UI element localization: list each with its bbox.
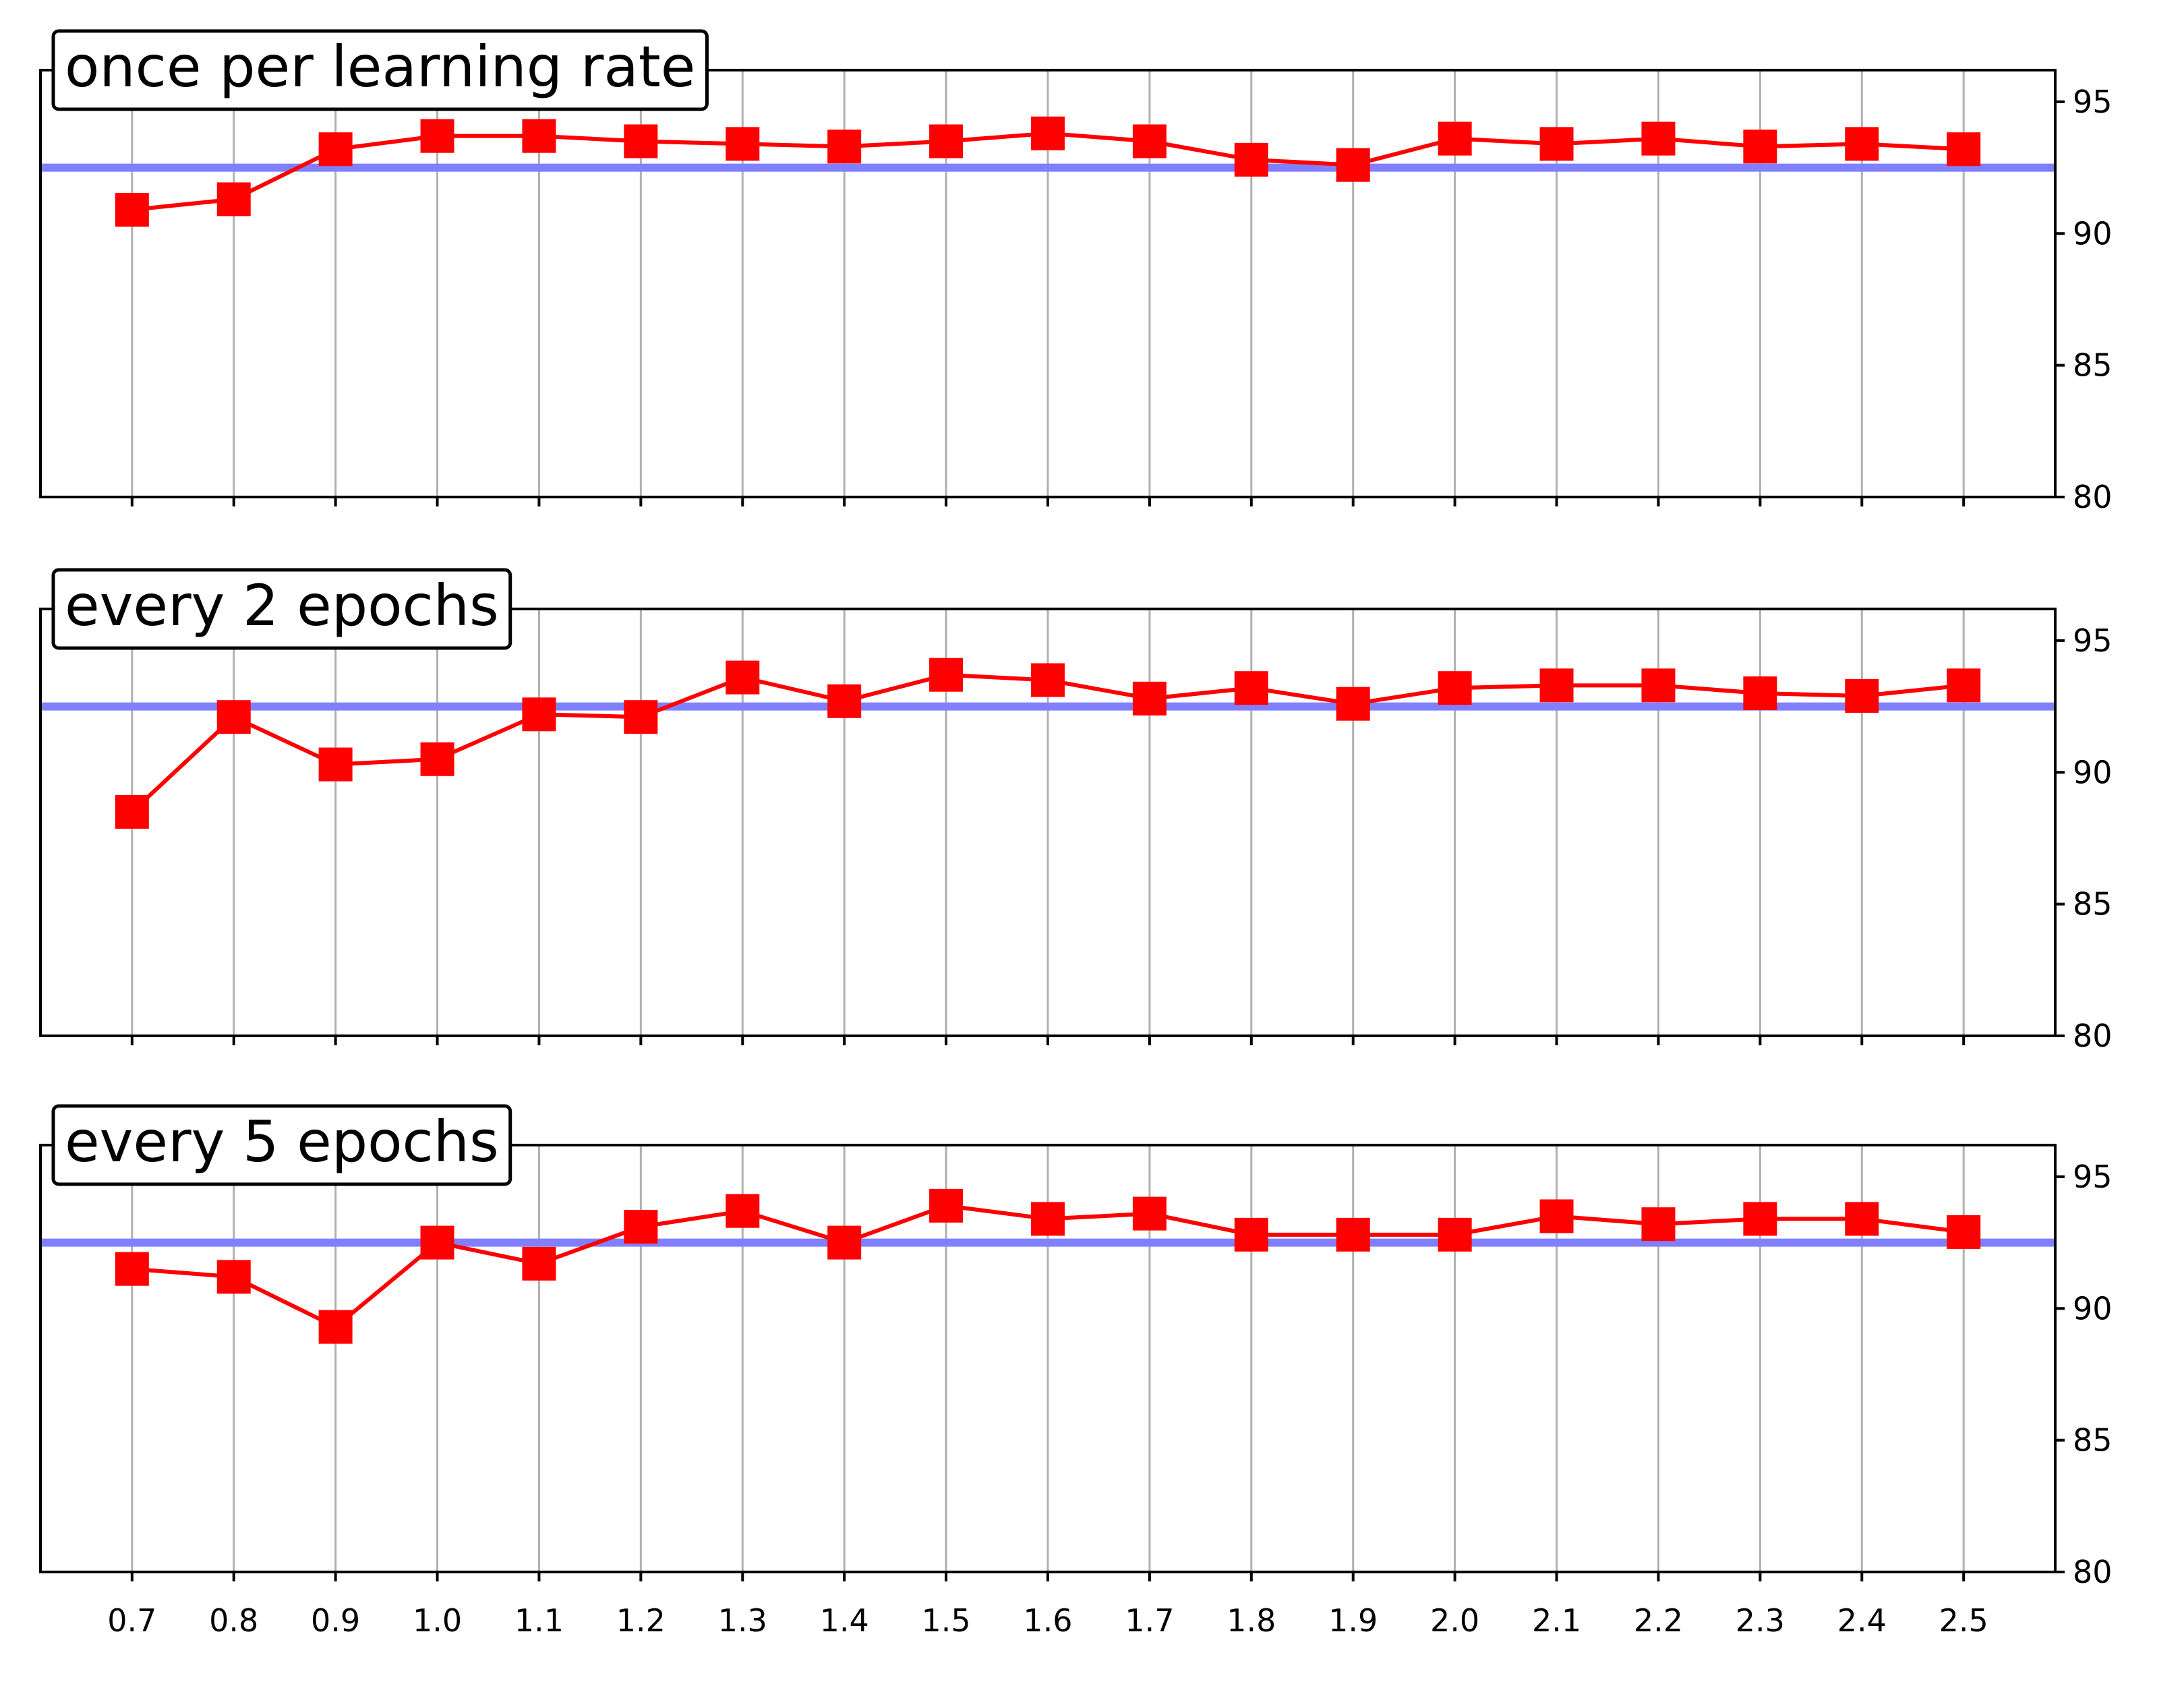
marker (624, 124, 658, 158)
x-tick-label: 2.4 (1837, 1602, 1887, 1639)
marker (929, 124, 964, 158)
y-tick-label: 85 (2073, 347, 2113, 384)
marker (827, 1225, 862, 1260)
marker (1336, 687, 1370, 721)
y-tick-label: 95 (2073, 1159, 2113, 1195)
marker (1743, 676, 1777, 711)
marker (726, 660, 760, 695)
marker (1845, 127, 1879, 161)
marker (1438, 121, 1472, 156)
marker (1438, 671, 1472, 705)
marker (1132, 124, 1167, 158)
x-tick-label: 1.5 (922, 1602, 971, 1639)
panel-label: every 5 epochs (51, 1104, 512, 1186)
x-tick-label: 2.0 (1430, 1602, 1479, 1639)
marker (420, 742, 454, 776)
x-tick-label: 1.4 (820, 1602, 869, 1639)
marker (929, 1188, 964, 1223)
x-tick-label: 0.8 (209, 1602, 258, 1639)
marker (1234, 671, 1268, 705)
y-tick-label: 90 (2073, 754, 2113, 790)
marker (726, 127, 760, 161)
marker (1031, 663, 1065, 697)
marker (1539, 127, 1574, 161)
marker (1234, 1217, 1268, 1252)
x-tick-label: 2.1 (1532, 1602, 1581, 1639)
x-tick-label: 2.2 (1634, 1602, 1683, 1639)
label-box (51, 29, 709, 111)
x-tick-label: 1.6 (1023, 1602, 1072, 1639)
x-tick-label: 1.0 (413, 1602, 462, 1639)
x-tick-label: 0.9 (311, 1602, 360, 1639)
panel-title: once per learning rate (65, 34, 695, 100)
x-tick-label: 0.7 (107, 1602, 156, 1639)
panel-label: every 2 epochs (51, 568, 512, 650)
marker (1947, 132, 1981, 167)
y-tick-label: 80 (2073, 479, 2113, 515)
marker (1539, 1199, 1574, 1233)
y-tick-label: 85 (2073, 1422, 2113, 1459)
marker (1132, 681, 1167, 716)
x-tick-label: 1.1 (514, 1602, 564, 1639)
marker (827, 684, 862, 718)
marker (522, 697, 556, 732)
marker (420, 119, 454, 153)
marker (216, 182, 251, 216)
marker (1743, 1202, 1777, 1236)
marker (1743, 129, 1777, 164)
y-tick-label: 95 (2073, 622, 2113, 659)
marker (1641, 121, 1676, 156)
x-tick-label: 1.9 (1328, 1602, 1378, 1639)
panel-label: once per learning rate (51, 29, 709, 111)
marker (318, 747, 353, 782)
marker (1031, 116, 1065, 150)
marker (420, 1225, 454, 1260)
marker (1539, 668, 1574, 703)
marker (115, 193, 149, 227)
y-tick-label: 90 (2073, 1290, 2113, 1327)
marker (624, 1210, 658, 1244)
y-tick-label: 80 (2073, 1554, 2113, 1590)
marker (1947, 1215, 1981, 1249)
panel-title: every 5 epochs (65, 1109, 499, 1175)
marker (929, 658, 964, 692)
x-tick-label: 1.7 (1125, 1602, 1174, 1639)
marker (1845, 1202, 1879, 1236)
marker (318, 132, 353, 167)
x-tick-label: 1.8 (1227, 1602, 1276, 1639)
marker (1438, 1217, 1472, 1252)
marker (318, 1310, 353, 1344)
marker (1641, 668, 1676, 703)
x-tick-label: 1.2 (616, 1602, 666, 1639)
y-tick-label: 80 (2073, 1018, 2113, 1054)
marker (115, 1252, 149, 1286)
label-box (51, 1104, 512, 1186)
y-tick-label: 95 (2073, 84, 2113, 120)
label-box (51, 568, 512, 650)
marker (1947, 668, 1981, 703)
marker (624, 700, 658, 734)
marker (1031, 1202, 1065, 1236)
marker (1336, 1217, 1370, 1252)
marker (216, 700, 251, 734)
marker (216, 1260, 251, 1294)
marker (1641, 1207, 1676, 1242)
marker (726, 1194, 760, 1228)
marker (827, 129, 862, 164)
x-tick-label: 1.3 (718, 1602, 767, 1639)
marker (115, 794, 149, 829)
marker (1234, 142, 1268, 177)
marker (1132, 1196, 1167, 1231)
marker (522, 1246, 556, 1281)
y-tick-label: 85 (2073, 886, 2113, 923)
y-tick-label: 90 (2073, 215, 2113, 252)
marker (1845, 678, 1879, 713)
marker (1336, 148, 1370, 182)
panel-title: every 2 epochs (65, 573, 499, 639)
x-tick-label: 2.5 (1939, 1602, 1988, 1639)
x-tick-label: 2.3 (1736, 1602, 1785, 1639)
marker (522, 119, 556, 153)
